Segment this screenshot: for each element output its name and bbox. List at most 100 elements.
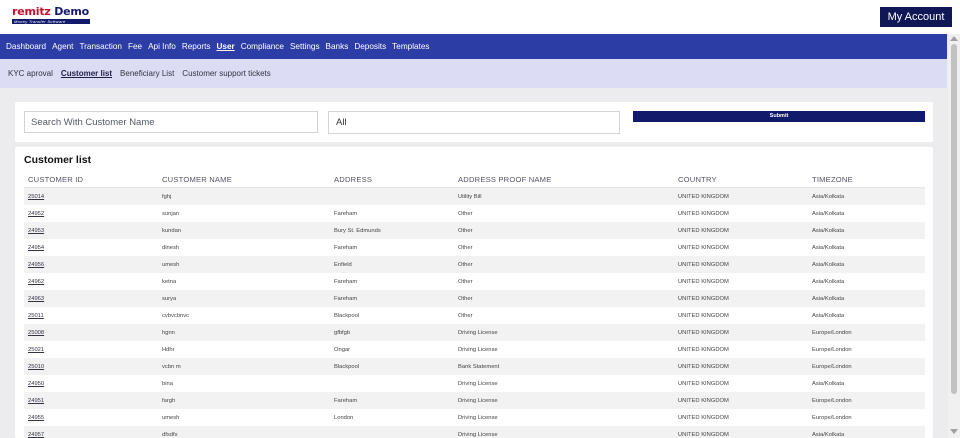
subnav-item-customer-list[interactable]: Customer list bbox=[60, 69, 113, 78]
timezone-cell: Asia/Kolkata bbox=[812, 261, 845, 268]
timezone-cell: Asia/Kolkata bbox=[812, 431, 845, 438]
country-cell: UNITED KINGDOM bbox=[678, 227, 729, 234]
customer-id-link[interactable]: 25011 bbox=[28, 312, 44, 319]
customer-name-cell: vcbn m bbox=[162, 363, 181, 370]
timezone-cell: Asia/Kolkata bbox=[812, 227, 845, 234]
country-cell: UNITED KINGDOM bbox=[678, 244, 729, 251]
column-header-customer-name[interactable]: CUSTOMER NAME bbox=[162, 175, 232, 184]
table-header: CUSTOMER ID CUSTOMER NAME ADDRESS ADDRESS P… bbox=[24, 172, 925, 188]
timezone-cell: Asia/Kolkata bbox=[812, 210, 845, 217]
column-header-timezone[interactable]: TIMEZONE bbox=[812, 175, 853, 184]
customer-name-cell: umesh bbox=[162, 261, 180, 268]
customer-id-link[interactable]: 25010 bbox=[28, 363, 45, 370]
subnav-item-customer-support-tickets[interactable]: Customer support tickets bbox=[182, 69, 271, 78]
country-cell: UNITED KINGDOM bbox=[678, 329, 729, 336]
table-row: 24954 dinesh Fareham Other UNITED KINGDOM Asi… bbox=[24, 239, 925, 256]
customer-id-link[interactable]: 24950 bbox=[28, 380, 45, 387]
filter-panel: All Submit bbox=[15, 102, 933, 142]
customer-id-link[interactable]: 25014 bbox=[28, 193, 45, 200]
nav-item-banks[interactable]: Banks bbox=[325, 42, 349, 51]
nav-item-user[interactable]: User bbox=[216, 42, 235, 51]
main-nav-items: Dashboard Agent Transaction Fee Api Info Repo… bbox=[6, 34, 436, 59]
customer-name-cell: dinesh bbox=[162, 244, 180, 251]
customer-id-link[interactable]: 24962 bbox=[28, 278, 45, 285]
nav-item-templates[interactable]: Templates bbox=[392, 42, 430, 51]
customer-name-search-input[interactable] bbox=[24, 111, 318, 133]
nav-item-agent[interactable]: Agent bbox=[52, 42, 74, 51]
nav-item-settings[interactable]: Settings bbox=[289, 42, 320, 51]
country-cell: UNITED KINGDOM bbox=[678, 363, 729, 370]
address-cell: Enfield bbox=[334, 261, 352, 268]
status-filter-select[interactable]: All bbox=[328, 111, 620, 134]
customer-id-link[interactable]: 24951 bbox=[28, 397, 45, 404]
address-proof-cell: Driving License bbox=[458, 346, 498, 353]
country-cell: UNITED KINGDOM bbox=[678, 346, 729, 353]
address-cell: Blackpool bbox=[334, 312, 360, 319]
column-header-customer-id[interactable]: CUSTOMER ID bbox=[28, 175, 84, 184]
timezone-cell: Asia/Kolkata bbox=[812, 278, 845, 285]
address-cell: Fareham bbox=[334, 295, 358, 302]
address-cell: gfbfgb bbox=[334, 329, 351, 336]
timezone-cell: Europe/London bbox=[812, 363, 852, 370]
table-row: 24962 ketna Fareham Other UNITED KINGDOM Asia… bbox=[24, 273, 925, 290]
nav-item-api-info[interactable]: Api Info bbox=[148, 42, 176, 51]
nav-item-dashboard[interactable]: Dashboard bbox=[6, 42, 47, 51]
customer-id-link[interactable]: 25008 bbox=[28, 329, 45, 336]
nav-item-fee[interactable]: Fee bbox=[127, 42, 143, 51]
top-header: remitz Demo Money Transfer Software My A… bbox=[0, 0, 960, 34]
nav-item-reports[interactable]: Reports bbox=[181, 42, 211, 51]
customer-id-link[interactable]: 24952 bbox=[28, 210, 45, 217]
address-proof-cell: Driving License bbox=[458, 431, 498, 438]
address-proof-cell: Other bbox=[458, 227, 473, 234]
column-header-country[interactable]: COUNTRY bbox=[678, 175, 717, 184]
customer-id-link[interactable]: 24956 bbox=[28, 261, 45, 268]
page-scrollbar[interactable] bbox=[948, 34, 960, 438]
nav-item-transaction[interactable]: Transaction bbox=[79, 42, 122, 51]
customer-name-cell: dfsdfs bbox=[162, 431, 178, 438]
brand-logo[interactable]: remitz Demo Money Transfer Software bbox=[12, 6, 90, 26]
address-cell: Fareham bbox=[334, 244, 358, 251]
table-row: 25021 Hdhr Ongar Driving License UNITED KING… bbox=[24, 341, 925, 358]
column-header-address-proof-name[interactable]: ADDRESS PROOF NAME bbox=[458, 175, 552, 184]
scroll-down-arrow-icon[interactable] bbox=[950, 429, 958, 434]
timezone-cell: Europe/London bbox=[812, 346, 852, 353]
submit-button[interactable]: Submit bbox=[633, 111, 925, 122]
address-proof-cell: Other bbox=[458, 210, 473, 217]
my-account-button[interactable]: My Account bbox=[880, 7, 952, 27]
table-row: 24953 kundan Bury St. Edmunds Other UNITED K… bbox=[24, 222, 925, 239]
customer-id-link[interactable]: 24953 bbox=[28, 227, 45, 234]
main-nav: Dashboard Agent Transaction Fee Api Info Repo… bbox=[0, 34, 947, 59]
customer-id-link[interactable]: 24954 bbox=[28, 244, 45, 251]
timezone-cell: Europe/London bbox=[812, 414, 852, 421]
customer-id-link[interactable]: 24955 bbox=[28, 414, 45, 421]
sub-nav: KYC aproval Customer list Beneficiary List… bbox=[0, 59, 947, 88]
nav-item-deposits[interactable]: Deposits bbox=[354, 42, 387, 51]
table-body: 25014 fghj Utility Bill UNITED KINGDOM Asia/… bbox=[24, 188, 925, 438]
customer-name-cell: ketna bbox=[162, 278, 177, 285]
timezone-cell: Asia/Kolkata bbox=[812, 244, 845, 251]
scroll-up-arrow-icon[interactable] bbox=[950, 36, 958, 41]
address-proof-cell: Bank Statement bbox=[458, 363, 500, 370]
address-cell: Ongar bbox=[334, 346, 351, 353]
customer-id-link[interactable]: 24957 bbox=[28, 431, 45, 438]
table-row: 24952 sunjan Fareham Other UNITED KINGDOM Asi… bbox=[24, 205, 925, 222]
customer-name-cell: bina bbox=[162, 380, 173, 387]
address-cell: Fareham bbox=[334, 278, 358, 285]
customer-table: CUSTOMER ID CUSTOMER NAME ADDRESS ADDRESS P… bbox=[24, 172, 925, 438]
country-cell: UNITED KINGDOM bbox=[678, 278, 729, 285]
timezone-cell: Europe/London bbox=[812, 329, 852, 336]
address-proof-cell: Driving License bbox=[458, 380, 498, 387]
table-row: 24963 surya Fareham Other UNITED KINGDOM Asia… bbox=[24, 290, 925, 307]
address-cell: Bury St. Edmunds bbox=[334, 227, 381, 234]
table-row: 25008 hgnn gfbfgb Driving License UNITED KIN… bbox=[24, 324, 925, 341]
customer-id-link[interactable]: 25021 bbox=[28, 346, 45, 353]
nav-item-compliance[interactable]: Compliance bbox=[240, 42, 284, 51]
scrollbar-thumb[interactable] bbox=[951, 44, 957, 394]
address-proof-cell: Other bbox=[458, 261, 473, 268]
subnav-item-beneficiary-list[interactable]: Beneficiary List bbox=[120, 69, 175, 78]
timezone-cell: Asia/Kolkata bbox=[812, 295, 845, 302]
column-header-address[interactable]: ADDRESS bbox=[334, 175, 373, 184]
address-proof-cell: Other bbox=[458, 295, 473, 302]
subnav-item-kyc-aproval[interactable]: KYC aproval bbox=[8, 69, 53, 78]
customer-id-link[interactable]: 24963 bbox=[28, 295, 45, 302]
